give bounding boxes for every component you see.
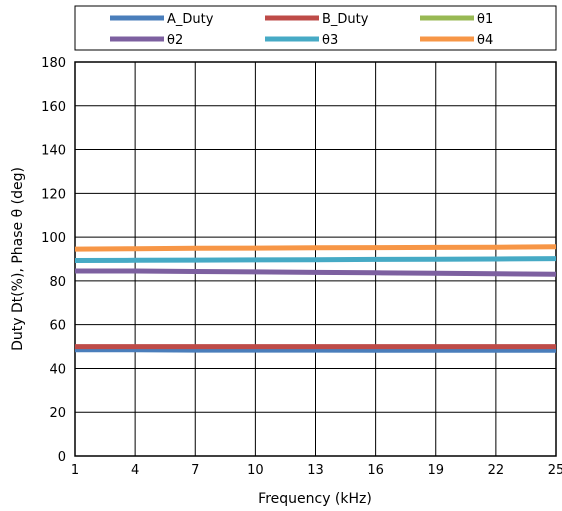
legend-label-2: θ1 bbox=[477, 12, 493, 27]
plot-area bbox=[74, 61, 557, 457]
x-axis-title: Frequency (kHz) bbox=[258, 491, 372, 507]
series-line-4 bbox=[74, 256, 557, 263]
y-axis-title: Duty Dt(%), Phase θ (deg) bbox=[10, 167, 26, 351]
x-tick-label: 4 bbox=[131, 463, 139, 478]
y-tick-label: 140 bbox=[41, 144, 66, 159]
legend-label-0: A_Duty bbox=[167, 12, 214, 27]
legend: A_Duty B_Duty θ1 θ2 θ3 θ4 bbox=[74, 5, 557, 51]
legend-label-1: B_Duty bbox=[322, 12, 369, 27]
y-tick-label: 100 bbox=[41, 231, 66, 246]
y-tick-label: 160 bbox=[41, 100, 66, 115]
x-axis-ticks: 1 4 7 10 13 16 19 22 25 bbox=[71, 463, 562, 478]
series-line-0 bbox=[75, 347, 556, 353]
legend-label-3: θ2 bbox=[167, 33, 183, 48]
x-tick-label: 16 bbox=[367, 463, 384, 478]
legend-label-4: θ3 bbox=[322, 33, 338, 48]
legend-label-5: θ4 bbox=[477, 33, 493, 48]
x-tick-label: 7 bbox=[191, 463, 199, 478]
x-tick-label: 22 bbox=[488, 463, 505, 478]
y-tick-label: 80 bbox=[49, 275, 66, 290]
y-tick-label: 0 bbox=[58, 450, 66, 465]
x-tick-label: 1 bbox=[71, 463, 79, 478]
y-tick-label: 20 bbox=[49, 406, 66, 421]
series-line-3 bbox=[75, 268, 557, 277]
x-tick-label: 25 bbox=[548, 463, 562, 478]
y-tick-label: 60 bbox=[49, 319, 66, 334]
x-tick-label: 13 bbox=[307, 463, 324, 478]
y-tick-label: 180 bbox=[41, 56, 66, 71]
x-tick-label: 19 bbox=[427, 463, 444, 478]
y-tick-label: 120 bbox=[41, 187, 66, 202]
legend-box bbox=[74, 5, 557, 51]
series-line-5 bbox=[74, 244, 557, 252]
y-tick-label: 40 bbox=[49, 362, 66, 377]
x-tick-label: 10 bbox=[247, 463, 264, 478]
y-axis-ticks: 0 20 40 60 80 100 120 140 160 180 bbox=[41, 56, 66, 465]
